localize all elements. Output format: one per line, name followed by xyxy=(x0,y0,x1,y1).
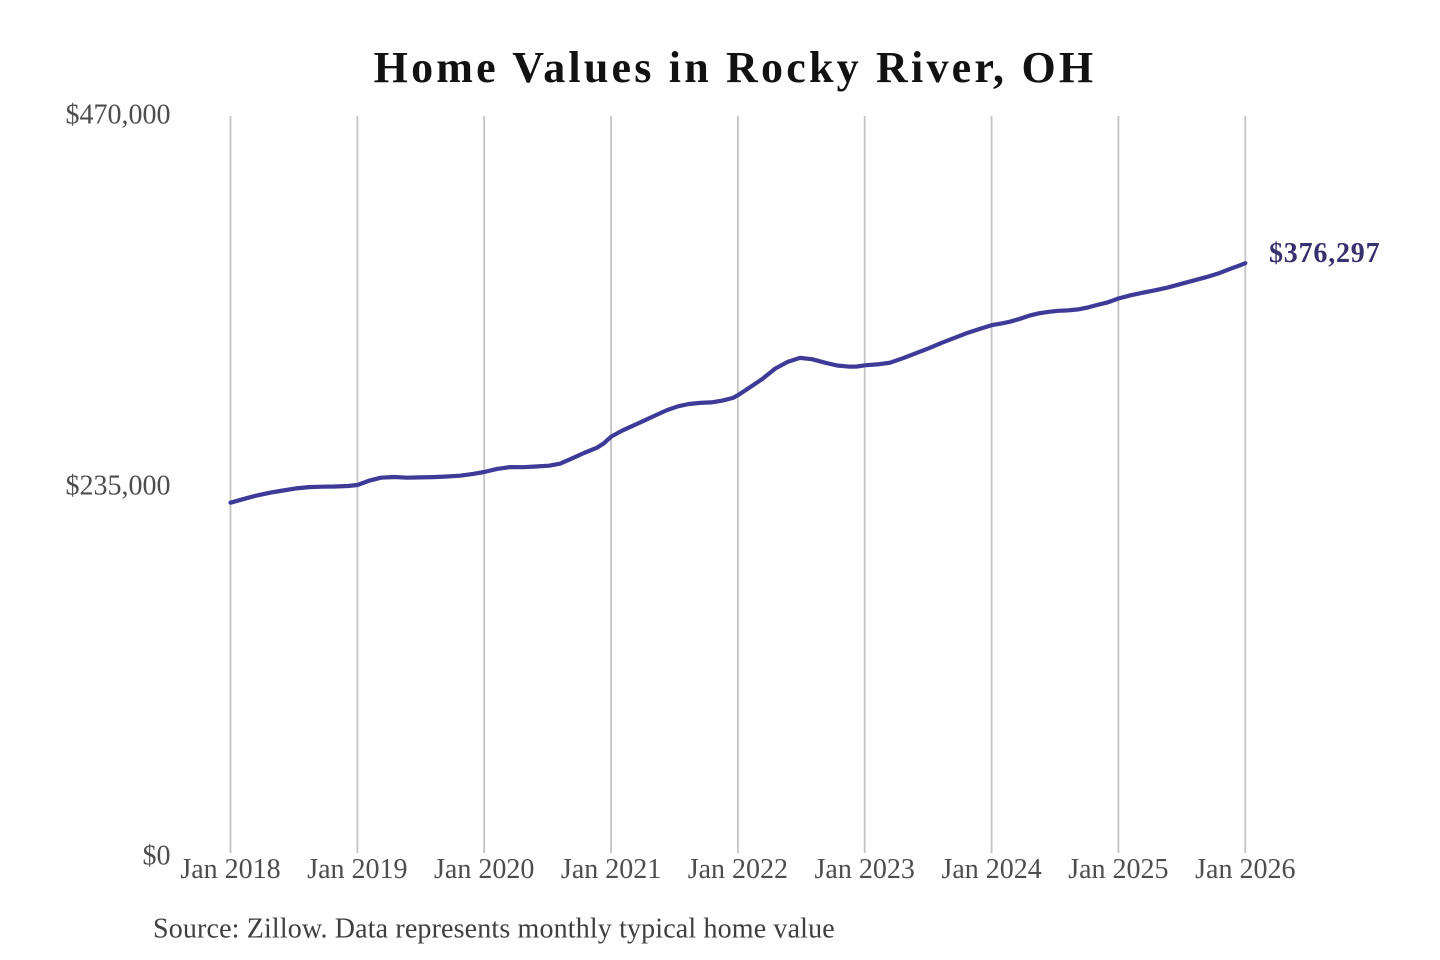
svg-text:Jan 2018: Jan 2018 xyxy=(180,854,280,885)
svg-text:Jan 2024: Jan 2024 xyxy=(941,854,1041,885)
svg-text:Home Values in Rocky River, OH: Home Values in Rocky River, OH xyxy=(374,43,1097,92)
svg-text:Jan 2023: Jan 2023 xyxy=(815,854,915,885)
svg-text:Jan 2025: Jan 2025 xyxy=(1068,854,1168,885)
svg-text:Jan 2022: Jan 2022 xyxy=(688,854,788,885)
svg-text:$376,297: $376,297 xyxy=(1269,238,1380,269)
svg-text:Jan 2026: Jan 2026 xyxy=(1195,854,1295,885)
svg-text:$235,000: $235,000 xyxy=(66,471,171,502)
svg-text:$470,000: $470,000 xyxy=(66,100,171,131)
svg-text:Source: Zillow. Data represent: Source: Zillow. Data represents monthly … xyxy=(153,914,835,945)
svg-text:Jan 2019: Jan 2019 xyxy=(307,854,407,885)
svg-text:Jan 2021: Jan 2021 xyxy=(561,854,661,885)
svg-text:$0: $0 xyxy=(143,841,171,872)
svg-text:Jan 2020: Jan 2020 xyxy=(434,854,534,885)
